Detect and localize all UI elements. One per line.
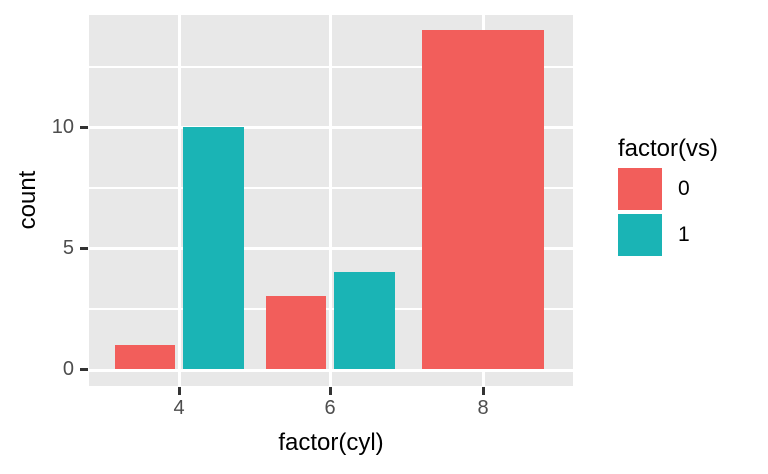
y-tick-label: 0 [62,358,74,380]
major-gridline [177,15,181,386]
x-tick-label: 8 [477,397,489,419]
bar-cyl6-vs1 [334,272,395,369]
legend-label-vs0: 0 [678,177,690,200]
y-tick-mark [80,367,88,371]
x-tick-label: 6 [324,397,336,419]
y-tick-label: 10 [51,116,74,138]
x-axis-title: factor(cyl) [278,429,384,456]
major-gridline [328,15,332,386]
legend-label-vs1: 1 [678,223,690,246]
y-tick-mark [80,125,88,129]
bar-cyl6-vs0 [266,296,326,369]
legend-swatch-vs1 [618,214,662,256]
y-tick-label: 5 [62,237,74,259]
legend-title: factor(vs) [618,135,719,162]
bar-cyl8-vs0 [422,30,544,369]
x-tick-mark [328,387,332,395]
plot-panel [89,15,573,386]
legend-item: 0 [618,168,766,210]
x-tick-mark [481,387,485,395]
legend-swatch-vs0 [618,168,662,210]
bar-cyl4-vs1 [183,127,244,369]
legend-item: 1 [618,214,766,256]
x-tick-mark [177,387,181,395]
x-tick-label: 4 [173,397,185,419]
bar-cyl4-vs0 [115,345,175,369]
y-tick-mark [80,246,88,250]
legend: factor(vs) 0 1 [616,134,766,256]
